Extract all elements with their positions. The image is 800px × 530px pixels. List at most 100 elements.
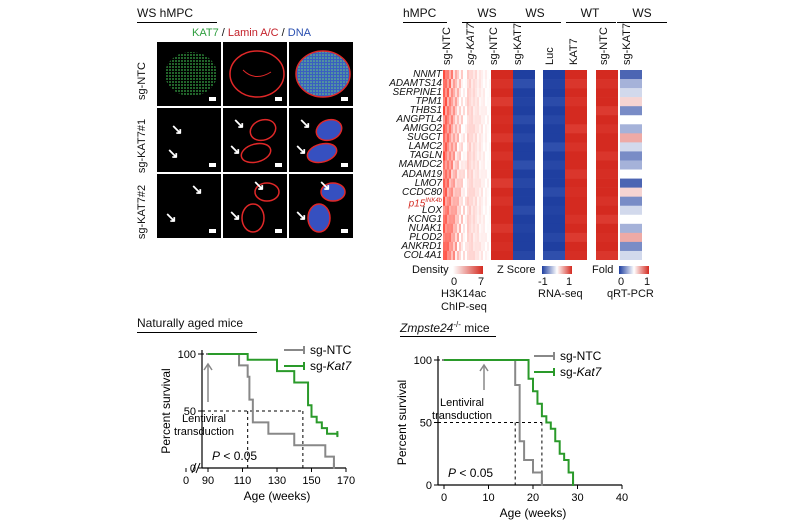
annotation-text: Lentiviral	[440, 397, 484, 409]
density-cell	[451, 241, 453, 252]
density-cell	[465, 178, 467, 188]
density-cell	[479, 142, 481, 152]
heatmap-column	[491, 70, 513, 260]
annotation-text: Lentiviral	[182, 413, 226, 425]
density-cell	[487, 151, 489, 161]
heatmap-cell	[491, 232, 513, 243]
density-cell	[455, 124, 457, 134]
heatmap-cell	[491, 214, 513, 225]
gene-label: COL4A1	[403, 249, 442, 261]
density-cell	[471, 97, 473, 107]
heatmap-cell	[596, 106, 618, 116]
density-cell	[459, 178, 461, 188]
row-label-sg-kat7-1: sg-KAT7#1	[136, 118, 148, 174]
legend-fold-label: Fold	[592, 264, 614, 276]
density-cell	[465, 187, 467, 197]
density-cell	[445, 232, 447, 243]
density-cell	[469, 142, 471, 152]
density-cell	[469, 79, 471, 89]
heatmap-cell	[543, 169, 565, 179]
density-cell	[473, 133, 475, 143]
density-cell	[443, 106, 445, 116]
density-cell	[481, 151, 483, 161]
density-cell	[457, 187, 459, 197]
density-cell	[481, 223, 483, 234]
arrow-icon: ↘	[295, 141, 307, 157]
density-cell	[473, 70, 475, 80]
density-cell	[489, 70, 491, 80]
heatmap-cell	[596, 151, 618, 161]
heatmap-cell	[491, 196, 513, 207]
density-cell	[471, 106, 473, 116]
density-cell	[459, 205, 461, 216]
density-cell	[457, 142, 459, 152]
density-cell	[467, 88, 469, 98]
heatmap-cell	[491, 70, 513, 80]
density-cell	[481, 205, 483, 216]
density-cell	[465, 79, 467, 89]
heatmap-cell	[491, 151, 513, 161]
density-cell	[487, 169, 489, 179]
heatmap-cell	[513, 79, 535, 89]
density-cell	[487, 232, 489, 243]
density-cell	[473, 115, 475, 125]
density-cell	[475, 223, 477, 234]
density-cell	[449, 133, 451, 143]
heatmap-cell	[596, 196, 618, 207]
channel-sep-2: /	[278, 27, 288, 39]
heatmap-cell	[513, 187, 535, 197]
gene-list: NNMT ADAMTS14 SERPINE1 TPM1 THBS1 ANGPTL4 AMIG…	[380, 69, 442, 261]
density-cell	[489, 151, 491, 161]
density-cell	[471, 133, 473, 143]
density-cell	[469, 196, 471, 207]
heatmap-cell	[513, 115, 535, 125]
density-cell	[453, 187, 455, 197]
density-cell	[471, 88, 473, 98]
density-cell	[469, 250, 471, 260]
gene-label: KCNG1	[407, 213, 442, 225]
heatmap-cell	[596, 79, 618, 89]
heatmap-cell	[543, 223, 565, 234]
density-cell	[477, 169, 479, 179]
chart1-title: Naturally aged mice	[137, 316, 244, 330]
chart2-title-sup: -/-	[453, 320, 461, 329]
density-cell	[475, 151, 477, 161]
density-cell	[461, 151, 463, 161]
density-cell	[445, 250, 447, 260]
legend-swatch	[534, 368, 555, 376]
density-cell	[453, 223, 455, 234]
density-cell	[457, 223, 459, 234]
density-cell	[473, 97, 475, 107]
density-cell	[447, 133, 449, 143]
density-cell	[453, 124, 455, 134]
density-cell	[447, 151, 449, 161]
density-cell	[485, 232, 487, 243]
x-tick-label: 150	[302, 475, 320, 487]
gene-label: LMO7	[414, 177, 442, 189]
col-header: sg-NTC	[488, 27, 500, 65]
density-cell	[477, 124, 479, 134]
heatmap-cell	[565, 214, 587, 225]
density-cell	[465, 223, 467, 234]
density-cell	[451, 97, 453, 107]
density-cell	[467, 187, 469, 197]
density-cell	[475, 70, 477, 80]
density-cell	[465, 124, 467, 134]
density-cell	[463, 223, 465, 234]
density-cell	[455, 88, 457, 98]
legend-label: sg-NTC	[310, 343, 352, 357]
gene-label: NUAK1	[408, 222, 442, 234]
density-cell	[477, 142, 479, 152]
channel-sep-1: /	[218, 27, 228, 39]
density-cell	[471, 205, 473, 216]
image-kat7-2-merge: ↘ ↘	[289, 174, 353, 238]
density-cell	[471, 115, 473, 125]
density-cell	[469, 88, 471, 98]
density-cell	[461, 160, 463, 170]
density-cell	[445, 241, 447, 252]
density-cell	[443, 79, 445, 89]
density-cell	[467, 205, 469, 216]
density-cell	[461, 133, 463, 143]
density-cell	[471, 241, 473, 252]
heatmap-cell	[543, 115, 565, 125]
